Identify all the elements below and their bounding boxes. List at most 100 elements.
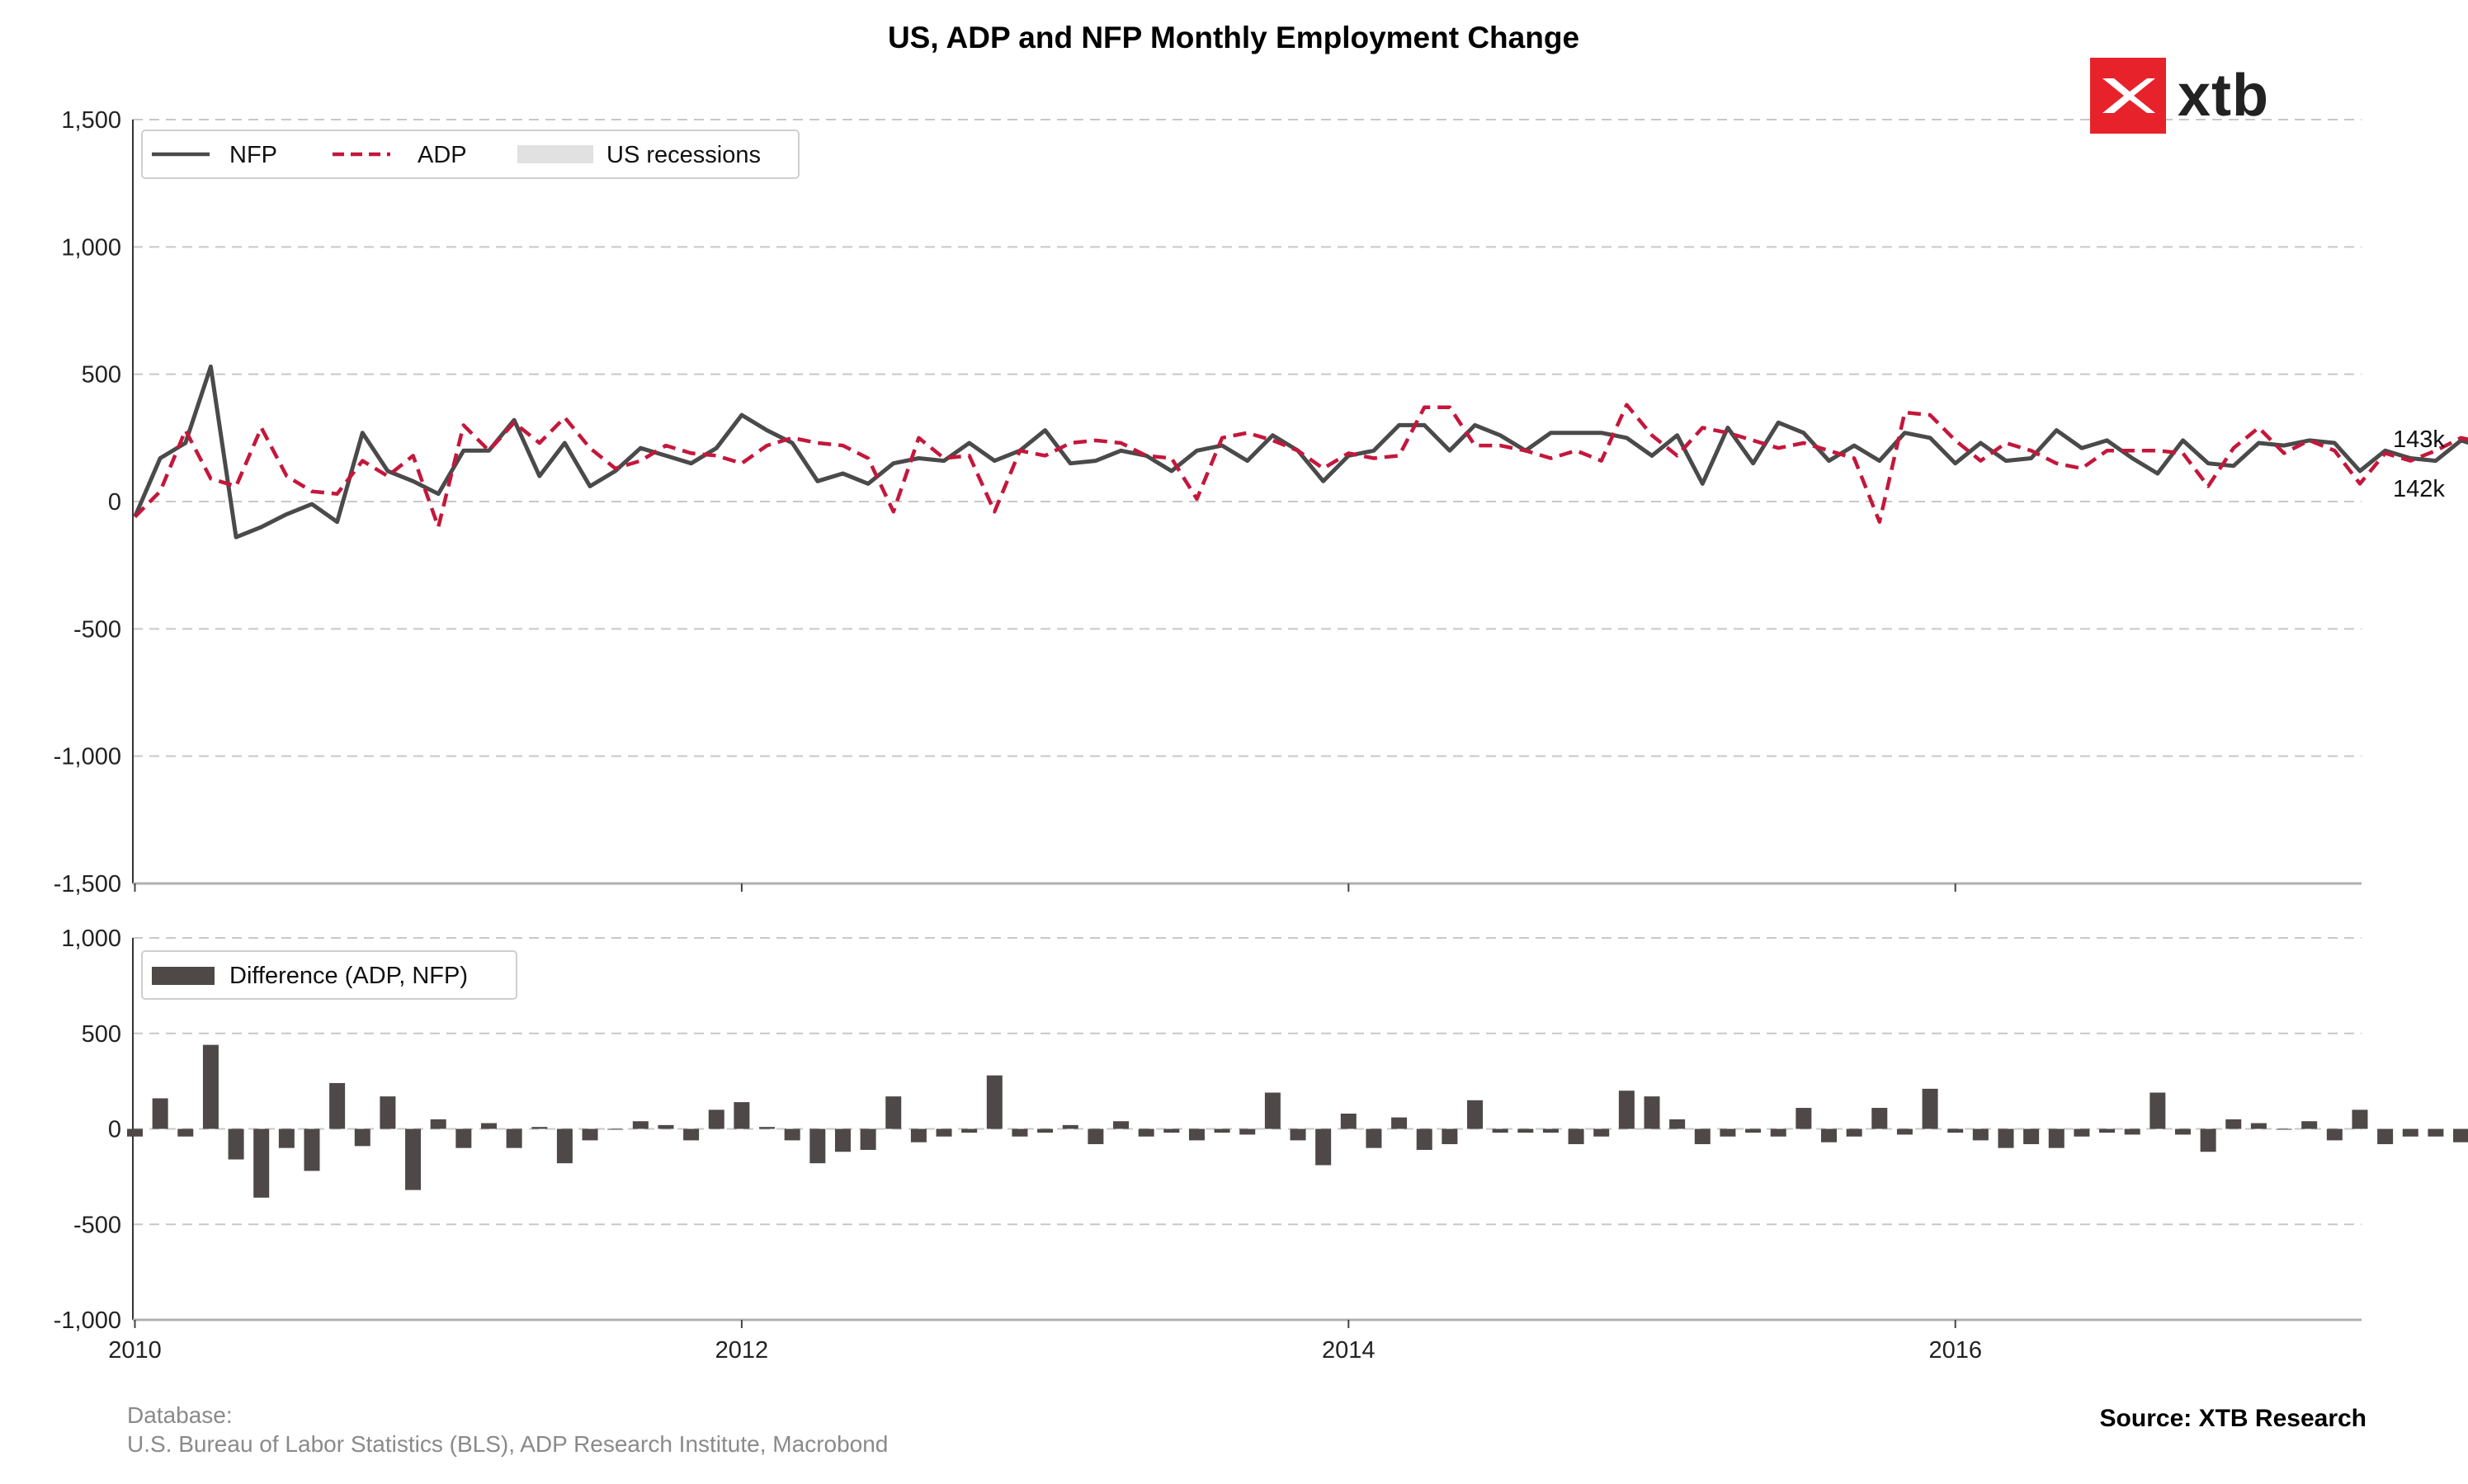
difference-bar: [430, 1119, 446, 1129]
difference-bar: [936, 1128, 952, 1137]
difference-bar: [1012, 1128, 1028, 1137]
xtb-logo-text: xtb: [2178, 63, 2269, 129]
difference-bar: [1391, 1117, 1408, 1129]
difference-bar: [582, 1128, 598, 1141]
difference-bar: [152, 1098, 168, 1129]
difference-bar: [1720, 1128, 1736, 1137]
difference-bar: [1644, 1096, 1660, 1129]
difference-bar: [1366, 1128, 1382, 1148]
difference-bar: [1492, 1128, 1508, 1133]
difference-bar: [304, 1128, 320, 1171]
top-y-axis: 1,500 1,000 500 0 -500 -1,000 -1,500: [54, 107, 2362, 897]
difference-bar: [1340, 1113, 1357, 1129]
difference-bar: [2124, 1128, 2140, 1135]
difference-bar: [607, 1128, 624, 1130]
difference-bar: [202, 1044, 219, 1129]
top-y-tick-label: 1,000: [61, 234, 121, 261]
difference-bar: [759, 1127, 776, 1129]
xtb-x-icon: [2102, 78, 2155, 113]
difference-bar: [2402, 1128, 2418, 1137]
difference-bar: [2276, 1128, 2292, 1130]
adp-last-value-label: 143k: [2393, 426, 2445, 453]
difference-bar: [1037, 1128, 1054, 1133]
difference-bar: [1442, 1128, 1458, 1145]
difference-bar: [2352, 1109, 2368, 1129]
difference-bar: [1315, 1128, 1332, 1166]
top-panel: 1,500 1,000 500 0 -500 -1,000 -1,500 NFP ADP U…: [54, 107, 2468, 897]
top-x-axis: [134, 883, 1956, 892]
difference-bar: [1188, 1128, 1205, 1141]
difference-bar: [1972, 1128, 1989, 1141]
top-gridlines: [133, 119, 2362, 757]
difference-bar: [1593, 1128, 1610, 1137]
difference-bar: [380, 1096, 396, 1129]
bottom-y-tick-label: 1,000: [61, 926, 121, 952]
difference-bar: [1669, 1119, 1686, 1129]
difference-bar: [1138, 1128, 1154, 1137]
difference-bar: [1214, 1128, 1230, 1133]
difference-bar: [531, 1127, 548, 1129]
difference-bar: [860, 1128, 876, 1150]
x-tick-label: 2010: [108, 1337, 162, 1364]
difference-bar: [2453, 1128, 2468, 1142]
legend-frame-bottom: [141, 950, 517, 1000]
bottom-y-axis: 1,000 500 0 -500 -1,000: [54, 926, 2362, 1334]
top-y-tick-label: -1,500: [54, 871, 121, 897]
difference-bar: [1796, 1108, 1812, 1129]
difference-bar: [1568, 1128, 1584, 1145]
x-tick-label: 2014: [1322, 1337, 1376, 1364]
legend-recession-label: US recessions: [606, 142, 761, 168]
bottom-y-tick-label: -1,000: [54, 1307, 121, 1334]
chart-title: US, ADP and NFP Monthly Employment Chang…: [888, 21, 1579, 54]
difference-bar: [885, 1096, 902, 1129]
difference-bar: [2099, 1128, 2116, 1133]
bottom-legend: Difference (ADP, NFP): [141, 950, 517, 1000]
difference-bar: [506, 1128, 522, 1148]
difference-bar: [329, 1082, 346, 1129]
difference-bar: [1745, 1128, 1762, 1133]
top-y-tick-label: 0: [108, 489, 121, 516]
difference-bar: [2326, 1128, 2343, 1141]
difference-bar: [1517, 1128, 1534, 1133]
bottom-y-tick-label: -500: [73, 1212, 121, 1238]
difference-bar: [354, 1128, 370, 1147]
x-tick-label: 2012: [715, 1337, 769, 1364]
difference-bar: [1416, 1128, 1432, 1150]
top-legend: NFP ADP US recessions: [141, 130, 800, 179]
difference-bar: [2074, 1128, 2090, 1137]
difference-bar: [2250, 1123, 2267, 1129]
legend-nfp-label: NFP: [229, 142, 277, 168]
difference-bar: [1163, 1128, 1180, 1133]
difference-bar: [1467, 1100, 1484, 1129]
database-sources: U.S. Bureau of Labor Statistics (BLS), A…: [127, 1431, 889, 1457]
difference-bar: [1896, 1128, 1913, 1135]
difference-bar: [809, 1128, 826, 1164]
source-note: Source: XTB Research: [2099, 1405, 2367, 1432]
bottom-y-tick-label: 0: [108, 1117, 121, 1143]
difference-bar: [127, 1128, 143, 1137]
difference-bar: [1694, 1128, 1711, 1145]
bottom-y-tick-label: 500: [82, 1021, 121, 1048]
database-note: Database: U.S. Bureau of Labor Statistic…: [127, 1401, 888, 1458]
difference-bar: [910, 1128, 927, 1142]
difference-bar: [1871, 1108, 1888, 1129]
difference-bar: [2428, 1128, 2444, 1137]
difference-bar: [986, 1075, 1003, 1129]
x-tick-label: 2016: [1928, 1337, 1982, 1364]
difference-bar: [1820, 1128, 1837, 1142]
difference-bar: [1618, 1091, 1635, 1129]
difference-bar: [480, 1123, 497, 1129]
legend-frame: [141, 130, 800, 179]
difference-bars: [127, 1044, 2468, 1198]
legend-difference-label: Difference (ADP, NFP): [229, 963, 468, 989]
nfp-last-value-label: 142k: [2393, 476, 2445, 502]
difference-bar: [1239, 1128, 1256, 1135]
difference-bar: [734, 1102, 750, 1129]
difference-bar: [2301, 1121, 2318, 1129]
difference-bar: [683, 1128, 700, 1141]
difference-bar: [253, 1128, 270, 1198]
difference-bar: [1088, 1128, 1104, 1145]
difference-bar: [834, 1128, 851, 1152]
